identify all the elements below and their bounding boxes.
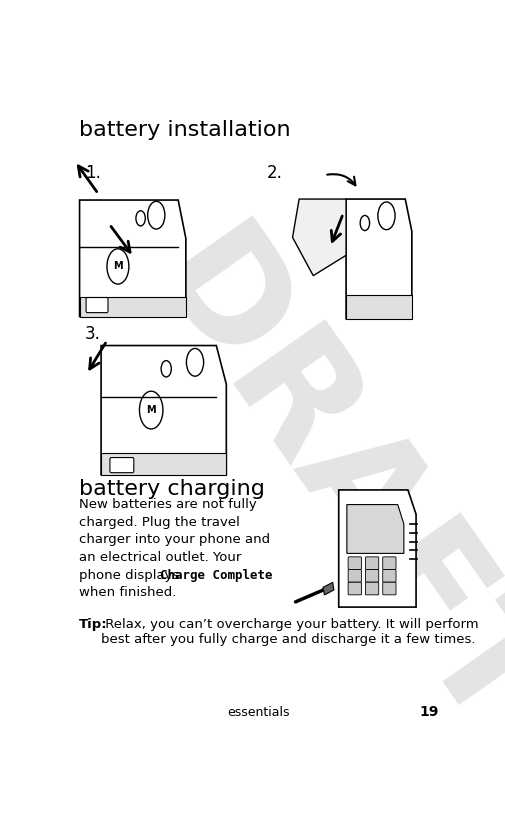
FancyBboxPatch shape bbox=[348, 569, 362, 582]
Circle shape bbox=[139, 391, 163, 429]
Text: DRAFT: DRAFT bbox=[120, 212, 505, 766]
Polygon shape bbox=[346, 199, 412, 319]
Circle shape bbox=[360, 215, 370, 231]
Text: when finished.: when finished. bbox=[79, 587, 176, 600]
Text: Charge Complete: Charge Complete bbox=[160, 569, 272, 582]
Text: charged. Plug the travel: charged. Plug the travel bbox=[79, 516, 240, 528]
Polygon shape bbox=[101, 452, 226, 474]
Polygon shape bbox=[323, 582, 334, 595]
Polygon shape bbox=[80, 297, 186, 317]
FancyBboxPatch shape bbox=[110, 457, 134, 473]
Polygon shape bbox=[346, 294, 412, 319]
Text: M: M bbox=[146, 405, 156, 415]
Text: 3.: 3. bbox=[85, 325, 100, 343]
Circle shape bbox=[136, 211, 145, 226]
FancyBboxPatch shape bbox=[348, 582, 362, 595]
Text: phone displays: phone displays bbox=[79, 569, 183, 582]
Polygon shape bbox=[80, 200, 186, 317]
Text: M: M bbox=[113, 262, 123, 272]
Circle shape bbox=[161, 361, 171, 377]
Text: 2.: 2. bbox=[267, 164, 282, 182]
FancyBboxPatch shape bbox=[366, 582, 379, 595]
Text: Tip:: Tip: bbox=[79, 618, 108, 631]
Polygon shape bbox=[292, 199, 346, 276]
Polygon shape bbox=[101, 345, 226, 474]
FancyBboxPatch shape bbox=[86, 298, 108, 312]
Circle shape bbox=[147, 201, 165, 229]
Text: New batteries are not fully: New batteries are not fully bbox=[79, 498, 257, 511]
Text: 19: 19 bbox=[420, 704, 439, 718]
FancyBboxPatch shape bbox=[383, 557, 396, 569]
Circle shape bbox=[378, 202, 395, 230]
Text: 1.: 1. bbox=[85, 164, 100, 182]
FancyBboxPatch shape bbox=[366, 557, 379, 569]
Circle shape bbox=[107, 249, 129, 284]
FancyBboxPatch shape bbox=[366, 569, 379, 582]
Polygon shape bbox=[339, 490, 416, 607]
Circle shape bbox=[186, 348, 204, 376]
FancyBboxPatch shape bbox=[348, 557, 362, 569]
Text: battery installation: battery installation bbox=[79, 120, 290, 140]
Text: an electrical outlet. Your: an electrical outlet. Your bbox=[79, 551, 241, 564]
Polygon shape bbox=[347, 505, 404, 554]
FancyBboxPatch shape bbox=[383, 582, 396, 595]
Text: essentials: essentials bbox=[228, 706, 290, 718]
Text: charger into your phone and: charger into your phone and bbox=[79, 533, 270, 546]
Text: battery charging: battery charging bbox=[79, 479, 265, 499]
FancyBboxPatch shape bbox=[383, 569, 396, 582]
Text: Relax, you can’t overcharge your battery. It will perform
best after you fully c: Relax, you can’t overcharge your battery… bbox=[101, 618, 479, 645]
